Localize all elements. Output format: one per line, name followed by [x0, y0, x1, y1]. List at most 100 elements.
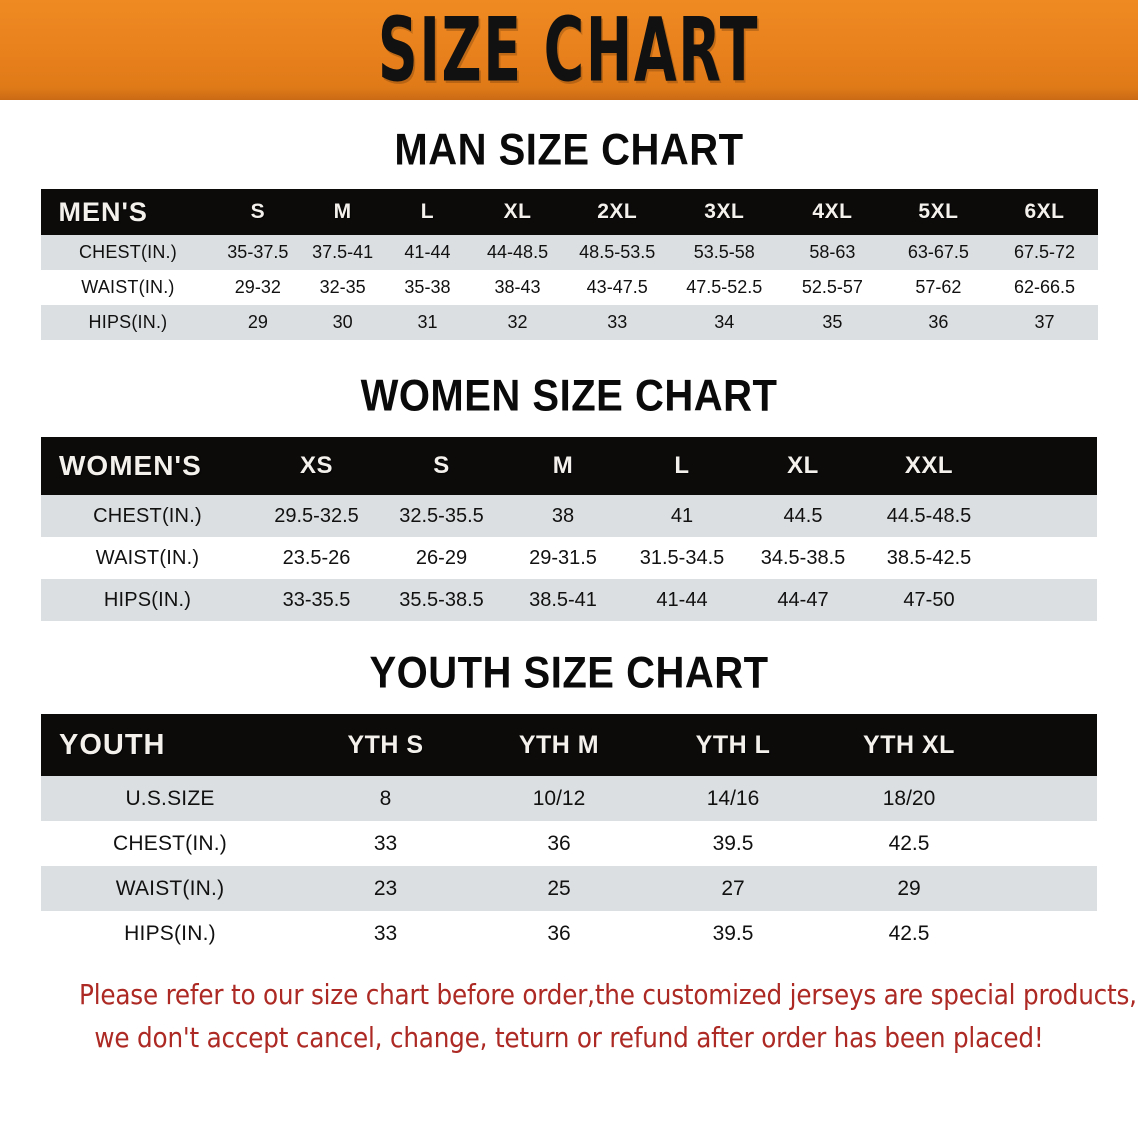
youth-row-label: HIPS(IN.) — [124, 921, 216, 945]
youth-cell-empty — [998, 911, 1097, 956]
order-policy-note-line-1: Please refer to our size chart before or… — [79, 978, 1137, 1011]
man-cell: 47.5-52.5 — [686, 277, 763, 297]
women-col-header: XS — [299, 452, 333, 479]
youth-row-label: WAIST(IN.) — [115, 876, 225, 900]
youth-cell-empty — [998, 776, 1097, 821]
youth-cell: 18/20 — [882, 786, 936, 810]
man-cell: 29-32 — [234, 277, 281, 297]
man-cell: 48.5-53.5 — [579, 242, 656, 262]
man-cell: 37.5-41 — [312, 242, 374, 262]
women-col-header: XXL — [904, 452, 954, 479]
man-col-header: 6XL — [1024, 200, 1065, 223]
youth-cell: 8 — [379, 786, 392, 810]
table-row: HIPS(IN.) 29 30 31 32 33 34 35 36 37 — [40, 305, 1098, 340]
women-cell: 38 — [551, 504, 575, 527]
order-policy-note-line-2: we don't accept cancel, change, teturn o… — [94, 1020, 1044, 1054]
man-cell: 32-35 — [319, 277, 366, 297]
man-cell: 33 — [607, 312, 628, 332]
youth-col-header: YTH S — [347, 730, 424, 759]
women-col-header: M — [552, 452, 574, 479]
youth-cell-empty — [998, 866, 1097, 911]
women-cell-empty — [994, 537, 1097, 579]
youth-size-table: YOUTH YTH S YTH M YTH L YTH XL U.S.SIZE … — [41, 714, 1097, 956]
man-row-label: WAIST(IN.) — [81, 277, 175, 297]
man-corner-label: MEN'S — [58, 196, 148, 227]
women-cell: 44.5-48.5 — [886, 504, 972, 527]
youth-cell: 36 — [547, 831, 571, 855]
women-size-table: WOMEN'S XS S M L XL XXL CHEST(IN.) 29.5-… — [41, 437, 1097, 621]
women-row-label: CHEST(IN.) — [93, 504, 202, 527]
table-row: CHEST(IN.) 33 36 39.5 42.5 — [41, 821, 1097, 866]
women-section-title: WOMEN SIZE CHART — [360, 371, 778, 421]
youth-cell: 29 — [897, 876, 921, 900]
man-cell: 38-43 — [494, 277, 541, 297]
man-cell: 53.5-58 — [693, 242, 755, 262]
youth-col-header: YTH XL — [863, 730, 955, 759]
youth-cell: 25 — [547, 876, 571, 900]
youth-cell: 23 — [373, 876, 398, 900]
women-cell: 41-44 — [656, 588, 708, 611]
youth-col-header: YTH L — [695, 730, 771, 759]
women-cell: 47-50 — [903, 588, 955, 611]
women-cell: 26-29 — [415, 546, 468, 569]
women-cell: 29-31.5 — [529, 546, 597, 569]
women-cell: 31.5-34.5 — [639, 546, 725, 569]
man-cell: 58-63 — [809, 242, 856, 262]
man-cell: 32 — [507, 312, 528, 332]
man-col-header: L — [420, 200, 435, 223]
man-col-header: 4XL — [812, 200, 853, 223]
women-cell-empty — [994, 579, 1097, 621]
man-section-title: MAN SIZE CHART — [394, 125, 744, 175]
table-row: HIPS(IN.) 33 36 39.5 42.5 — [41, 911, 1097, 956]
youth-cell: 27 — [721, 876, 745, 900]
youth-row-label: U.S.SIZE — [125, 786, 215, 810]
man-cell: 43-47.5 — [586, 277, 648, 297]
youth-cell: 33 — [373, 921, 398, 945]
man-cell: 36 — [928, 312, 949, 332]
women-cell-empty — [994, 495, 1097, 537]
women-col-header: XL — [787, 452, 819, 479]
man-cell: 31 — [417, 312, 438, 332]
youth-cell: 39.5 — [712, 831, 754, 855]
youth-row-label: CHEST(IN.) — [113, 831, 227, 855]
man-cell: 63-67.5 — [907, 242, 969, 262]
youth-cell: 36 — [547, 921, 571, 945]
man-cell: 35-38 — [404, 277, 451, 297]
women-cell: 33-35.5 — [282, 588, 351, 611]
women-corner-label: WOMEN'S — [59, 450, 202, 481]
women-col-header-empty — [994, 437, 1097, 495]
youth-col-header: YTH M — [518, 730, 600, 759]
table-row: CHEST(IN.) 35-37.5 37.5-41 41-44 44-48.5… — [40, 235, 1098, 270]
women-cell: 35.5-38.5 — [399, 588, 484, 611]
man-cell: 41-44 — [404, 242, 451, 262]
table-row: WAIST(IN.) 23.5-26 26-29 29-31.5 31.5-34… — [41, 537, 1097, 579]
youth-cell: 10/12 — [532, 786, 586, 810]
women-cell: 34.5-38.5 — [760, 546, 846, 569]
man-row-label: HIPS(IN.) — [88, 312, 168, 332]
women-cell: 29.5-32.5 — [274, 504, 359, 527]
women-cell: 23.5-26 — [282, 546, 351, 569]
man-cell: 35-37.5 — [227, 242, 289, 262]
women-row-label: HIPS(IN.) — [103, 588, 192, 611]
table-row: HIPS(IN.) 33-35.5 35.5-38.5 38.5-41 41-4… — [41, 579, 1097, 621]
women-cell: 38.5-41 — [529, 588, 597, 611]
women-row-label: WAIST(IN.) — [95, 546, 200, 569]
youth-corner-label: YOUTH — [59, 728, 166, 761]
man-col-header: S — [250, 200, 266, 223]
women-col-header: L — [674, 452, 690, 479]
youth-cell: 42.5 — [888, 921, 930, 945]
man-col-header: 3XL — [704, 200, 745, 223]
man-cell: 62-66.5 — [1013, 277, 1075, 297]
man-cell: 34 — [714, 312, 735, 332]
women-col-header: S — [433, 452, 450, 479]
table-header-row: MEN'S S M L XL 2XL 3XL 4XL 5XL 6XL — [40, 189, 1098, 235]
man-cell: 67.5-72 — [1013, 242, 1075, 262]
table-row: CHEST(IN.) 29.5-32.5 32.5-35.5 38 41 44.… — [41, 495, 1097, 537]
order-policy-note: Please refer to our size chart before or… — [69, 974, 1137, 1059]
table-header-row: WOMEN'S XS S M L XL XXL — [41, 437, 1097, 495]
youth-cell: 14/16 — [706, 786, 760, 810]
table-row: WAIST(IN.) 23 25 27 29 — [41, 866, 1097, 911]
women-cell: 32.5-35.5 — [399, 504, 484, 527]
man-cell: 52.5-57 — [801, 277, 863, 297]
man-cell: 30 — [332, 312, 353, 332]
